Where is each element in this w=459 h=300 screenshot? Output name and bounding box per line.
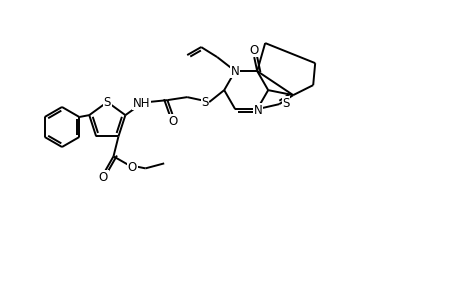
Text: O: O: [249, 44, 258, 57]
Text: S: S: [103, 95, 111, 109]
Text: S: S: [282, 97, 289, 110]
Text: N: N: [253, 104, 262, 117]
Text: S: S: [201, 96, 208, 109]
Text: O: O: [99, 171, 108, 184]
Text: O: O: [128, 161, 137, 174]
Text: NH: NH: [132, 97, 150, 110]
Text: N: N: [230, 64, 239, 78]
Text: O: O: [168, 115, 178, 128]
